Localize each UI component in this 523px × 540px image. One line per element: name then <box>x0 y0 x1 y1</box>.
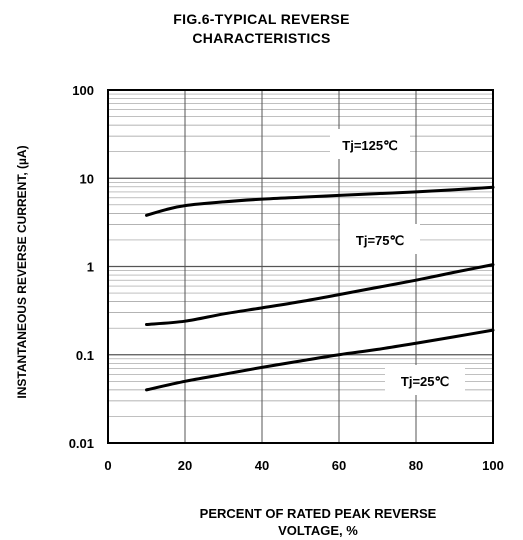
y-tick-label: 0.01 <box>69 436 94 451</box>
x-tick-label: 60 <box>332 458 346 473</box>
x-tick-label: 20 <box>178 458 192 473</box>
curve-label-1: Tj=125℃ <box>342 138 397 153</box>
y-tick-label: 0.1 <box>76 348 94 363</box>
curve-label-3: Tj=25℃ <box>401 374 449 389</box>
annotation-box <box>340 224 420 254</box>
plot-frame <box>107 89 494 444</box>
chart-title-line1: FIG.6-TYPICAL REVERSE <box>173 11 350 27</box>
x-tick-label: 0 <box>104 458 111 473</box>
x-tick-label: 80 <box>409 458 423 473</box>
x-axis-label-line2: VOLTAGE, % <box>278 523 358 538</box>
x-axis-label-line1: PERCENT OF RATED PEAK REVERSE <box>199 506 437 521</box>
annotation-box <box>330 129 410 159</box>
y-tick-label: 1 <box>87 260 94 275</box>
x-tick-label: 100 <box>482 458 504 473</box>
chart-title-line2: CHARACTERISTICS <box>192 30 331 46</box>
series-line-3 <box>145 328 495 392</box>
annotation-box <box>385 365 465 395</box>
y-tick-label: 10 <box>80 171 94 186</box>
y-tick-label: 100 <box>72 83 94 98</box>
series-line-2 <box>145 263 495 327</box>
series-line-1 <box>145 185 495 217</box>
curve-label-2: Tj=75℃ <box>356 233 404 248</box>
x-tick-label: 40 <box>255 458 269 473</box>
